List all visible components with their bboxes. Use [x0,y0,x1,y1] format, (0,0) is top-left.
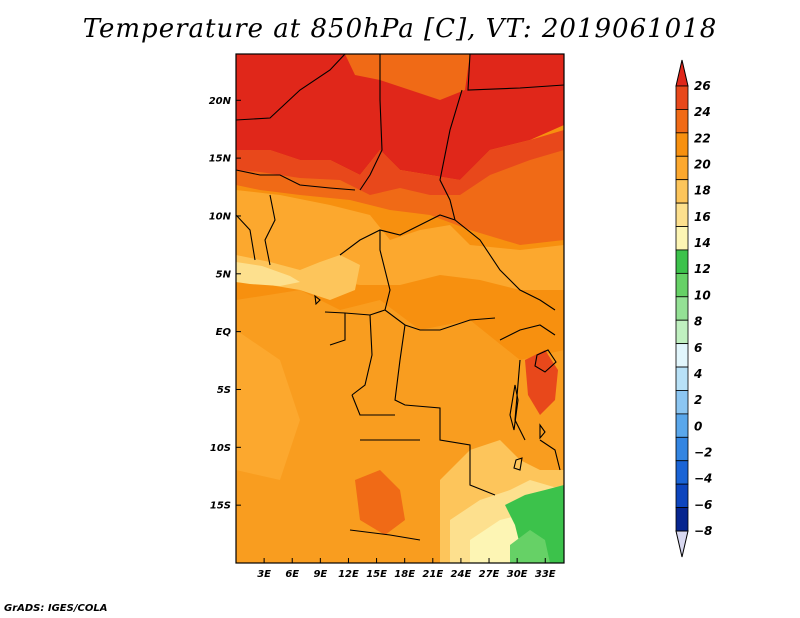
region-east-warm [525,350,558,415]
colorbar-label: 2 [694,393,702,407]
colorbar-segment [675,366,689,391]
colorbar-segment [675,343,689,368]
colorbar-label: 8 [694,315,702,329]
lon-tick-label: 33E [535,569,556,580]
lon-tick-label: 18E [394,569,415,580]
colorbar-segment [675,390,689,415]
colorbar-label: 4 [693,367,702,381]
colorbar-label: 24 [694,105,711,119]
lon-tick-label: 15E [366,569,387,580]
colorbar-segment [675,179,689,204]
lon-tick-label: 24E [451,569,472,580]
colorbar-segment [675,507,689,532]
region-gulf-cool [236,255,360,300]
colorbar-min-arrow [675,530,689,558]
lon-tick-label: 27E [479,569,500,580]
colorbar-label: −2 [694,445,712,459]
plot-title: Temperature at 850hPa [C], VT: 201906101… [82,14,718,44]
colorbar-label: 18 [694,184,711,198]
lakes [314,294,557,471]
lon-tick-label: 9E [313,569,327,580]
region-north-hot-core [236,130,564,195]
colorbar-label: 22 [694,131,711,145]
colorbar-segment [675,202,689,227]
colorbar-segment [675,272,689,298]
colorbar-label: 20 [694,158,711,172]
colorbar-label: −6 [694,498,712,512]
colorbar-segment [675,483,689,508]
colorbar-segment [675,296,689,321]
region-west-coast-light [236,330,300,480]
map-fill [236,54,564,563]
region-ne-orange [345,54,470,100]
colorbar-segment [675,436,689,462]
lat-tick-label: 15N [209,154,232,165]
map-frame [235,53,565,564]
region-gulf-paler [236,262,300,286]
country-borders [236,54,564,541]
colorbar-segment [675,413,689,438]
lat-tick-label: 15S [210,501,231,512]
lat-tick-label: 20N [209,96,232,107]
lon-tick-label: 6E [285,569,299,580]
colorbar-label: −8 [694,524,712,538]
colorbar-segment [675,249,689,274]
colorbar-label: −4 [694,472,712,486]
colorbar-segment [675,85,689,110]
colorbar-label: 14 [694,236,711,250]
lat-tick-label: 10S [210,443,231,454]
colorbar-segment [675,460,689,485]
colorbar-label: 16 [694,210,711,224]
colorbar-label: 0 [694,419,702,433]
lon-tick-label: 30E [507,569,528,580]
lat-tick-label: 5N [216,269,232,280]
region-southeast-lightgreen [510,530,550,563]
colorbar-segment [675,155,689,181]
lon-tick-label: 3E [257,569,271,580]
map-axes: 20N 15N 10N 5N EQ 5S 10S 15S 3E 6E 9E 12E 15E 18E 21E 2… [209,96,556,580]
lat-tick-label: EQ [216,327,232,338]
region-north-hot [236,54,564,180]
lat-tick-label: 5S [217,385,231,396]
colorbar-segment [675,109,689,134]
colorbar-segment [675,319,689,345]
colorbar-max-arrow [675,59,689,87]
colorbar-label: 10 [694,288,711,302]
lat-tick-label: 10N [209,211,232,222]
colorbar-label: 6 [694,341,702,355]
lon-tick-label: 21E [422,569,443,580]
colorbar-segment [675,132,689,157]
colorbar-segment [675,226,689,251]
lon-tick-label: 12E [338,569,359,580]
grads-credit: GrADS: IGES/COLA [4,603,108,614]
region-sw-warm [355,470,405,535]
colorbar-label: 26 [694,79,711,93]
colorbar-label: 12 [694,262,711,276]
